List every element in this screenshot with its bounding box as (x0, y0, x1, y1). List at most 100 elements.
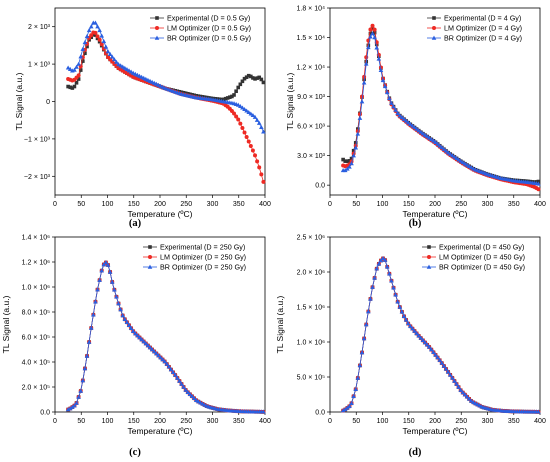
data-point (456, 157, 461, 162)
data-point (130, 328, 136, 333)
data-point (232, 111, 237, 116)
data-point (366, 44, 371, 50)
series-triangle (340, 256, 541, 414)
data-point (403, 118, 409, 123)
x-tick-label: 350 (233, 201, 245, 208)
data-point (370, 284, 375, 289)
y-tick-label: 3.0 × 10³ (297, 153, 325, 160)
data-point (368, 27, 373, 32)
data-point (103, 44, 109, 49)
data-point (368, 31, 373, 36)
data-point (370, 31, 375, 36)
data-point (112, 287, 117, 292)
data-point (389, 278, 394, 283)
y-tick-label: 1.0 × 10⁶ (22, 285, 50, 292)
y-tick-label: 1.5 × 10⁶ (297, 305, 325, 312)
data-point (370, 26, 375, 31)
data-point (405, 120, 411, 125)
data-point (397, 113, 403, 118)
data-point (441, 363, 447, 368)
data-point (408, 323, 413, 328)
data-point (257, 75, 262, 80)
data-point (441, 146, 447, 151)
data-point (347, 403, 352, 408)
data-point (181, 384, 186, 389)
data-point (248, 144, 253, 149)
x-tick-label: 150 (128, 418, 140, 425)
data-point (86, 339, 92, 344)
y-tick-label: 1.5 × 10⁴ (296, 35, 325, 42)
series-line (342, 257, 539, 413)
data-point (177, 378, 182, 383)
y-tick-label: 2.0 × 10⁵ (22, 385, 50, 392)
data-point (359, 350, 365, 355)
data-point (259, 124, 264, 130)
data-point (427, 245, 431, 249)
data-point (536, 409, 541, 414)
data-point (357, 115, 363, 120)
data-point (148, 245, 152, 249)
data-point (424, 342, 430, 347)
data-point (242, 106, 247, 112)
data-point (95, 36, 100, 41)
data-point (429, 347, 434, 352)
legend-entry: BR Optimizer (D = 0.5 Gy) (167, 34, 251, 43)
data-point (128, 325, 134, 330)
x-tick-label: 350 (508, 418, 520, 425)
data-point (445, 150, 451, 155)
data-point (160, 357, 165, 362)
series-square (341, 256, 541, 414)
data-point (353, 145, 359, 150)
data-point (236, 117, 241, 122)
data-point (342, 167, 348, 173)
data-point (429, 136, 434, 142)
data-point (536, 187, 541, 192)
data-point (439, 360, 445, 365)
y-tick-label: −1 × 10³ (24, 136, 51, 143)
data-point (259, 172, 264, 177)
y-tick-label: 0.0 (315, 183, 325, 190)
data-point (405, 321, 411, 326)
data-point (353, 386, 359, 391)
data-point (191, 395, 197, 400)
x-tick-label: 350 (508, 201, 520, 208)
data-point (234, 114, 239, 119)
y-tick-label: 1.4 × 10⁶ (22, 235, 50, 242)
data-point (155, 16, 159, 20)
x-tick-label: 0 (53, 418, 57, 425)
data-point (361, 336, 367, 341)
data-point (135, 333, 140, 338)
data-point (95, 24, 100, 29)
data-point (382, 84, 388, 89)
x-tick-label: 100 (102, 201, 114, 208)
data-point (126, 322, 132, 327)
x-tick-label: 200 (154, 418, 166, 425)
data-point (242, 130, 247, 135)
data-point (420, 131, 426, 136)
data-point (401, 116, 407, 121)
data-point (252, 114, 258, 119)
x-tick-label: 400 (534, 418, 546, 425)
data-point (84, 34, 90, 39)
x-axis-label: Temperature (ºC) (128, 426, 193, 436)
data-point (384, 90, 390, 95)
data-point (91, 312, 96, 317)
data-point (254, 117, 260, 122)
legend: Experimental (D = 4 Gy)LM Optimizer (D =… (427, 14, 522, 43)
data-point (114, 59, 119, 64)
data-point (426, 264, 432, 269)
data-point (82, 366, 88, 371)
legend-entry: LM Optimizer (D = 4 Gy) (444, 24, 522, 33)
data-point (91, 32, 96, 37)
data-point (261, 129, 266, 134)
data-point (368, 296, 373, 301)
x-axis-label: Temperature (ºC) (403, 426, 468, 436)
panel-label: (c) (129, 447, 141, 458)
data-point (426, 344, 432, 349)
x-tick-label: 0 (53, 201, 57, 208)
data-point (363, 61, 369, 66)
data-point (443, 148, 449, 153)
data-point (78, 68, 83, 72)
data-point (414, 331, 419, 336)
